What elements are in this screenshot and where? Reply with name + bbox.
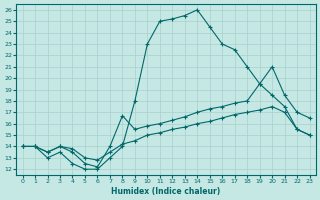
X-axis label: Humidex (Indice chaleur): Humidex (Indice chaleur) <box>111 187 221 196</box>
